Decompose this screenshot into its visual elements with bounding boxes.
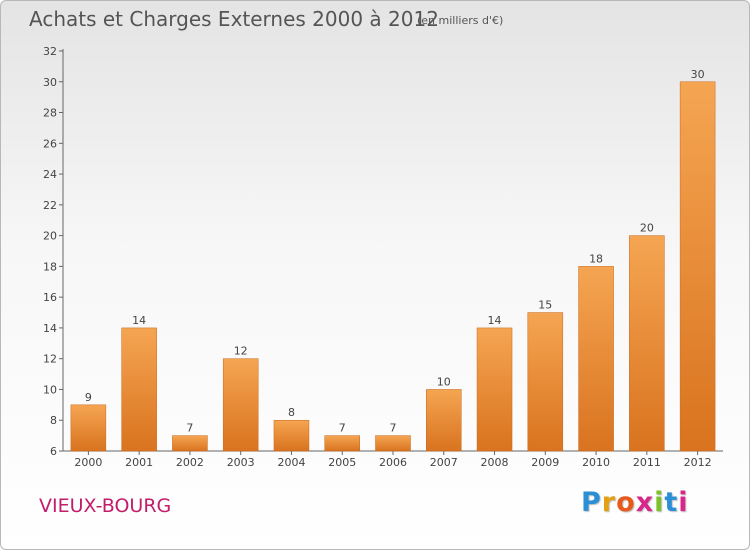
y-tick-label: 22 [43, 199, 57, 212]
x-tick-label: 2002 [176, 456, 204, 469]
bar-2000 [70, 404, 107, 452]
bar-2012 [679, 81, 716, 452]
y-tick-label: 16 [43, 291, 57, 304]
y-tick-label: 24 [43, 168, 57, 181]
data-label-2012: 30 [691, 68, 705, 81]
bar-2001 [121, 327, 157, 452]
x-tick-label: 2010 [582, 456, 610, 469]
logo-letter: r [601, 487, 617, 518]
y-tick-label: 20 [43, 230, 57, 243]
y-axis: 6 8 10 12 14 16 18 20 22 24 26 28 30 32 [43, 45, 64, 458]
y-tick-label: 28 [43, 107, 57, 120]
logo-letter: t [664, 487, 679, 518]
chart-subtitle: (en milliers d'€) [417, 14, 504, 27]
x-axis: 2000 2001 2002 2003 2004 2005 2006 2007 2008 2009… [63, 450, 723, 469]
bar-2010 [578, 266, 614, 452]
logo-letter: o [616, 487, 636, 518]
bar-2009 [527, 312, 564, 452]
bar-2007 [426, 389, 462, 452]
y-tick-label: 26 [43, 137, 57, 150]
bar-2006 [375, 435, 411, 452]
bar-2011 [629, 235, 665, 452]
data-label-2006: 7 [390, 422, 397, 435]
x-tick-label: 2011 [633, 456, 661, 469]
x-tick-label: 2008 [481, 456, 509, 469]
bar-2005 [324, 435, 360, 452]
y-tick-label: 32 [43, 45, 57, 58]
bar-2004 [273, 419, 310, 452]
y-tick-label: 8 [50, 414, 57, 427]
x-tick-label: 2007 [430, 456, 458, 469]
x-tick-label: 2009 [531, 456, 559, 469]
x-tick-label: 2004 [277, 456, 305, 469]
bar-2003 [222, 358, 259, 452]
commune-name: VIEUX-BOURG [39, 495, 172, 517]
x-tick-label: 2001 [125, 456, 153, 469]
proxiti-logo[interactable]: Proxiti [581, 487, 689, 518]
x-tick-label: 2003 [227, 456, 255, 469]
data-label-2007: 10 [437, 375, 451, 388]
y-tick-label: 30 [43, 76, 57, 89]
bars [70, 81, 716, 452]
y-tick-label: 14 [43, 322, 57, 335]
data-label-2010: 18 [589, 252, 603, 265]
x-tick-label: 2012 [684, 456, 712, 469]
y-tick-label: 6 [50, 445, 57, 458]
y-tick-label: 10 [43, 383, 57, 396]
logo-letter: i [678, 487, 689, 518]
bar-2002 [172, 435, 208, 452]
data-label-2009: 15 [538, 299, 552, 312]
data-label-2005: 7 [339, 422, 346, 435]
logo-letter: i [654, 487, 665, 518]
y-tick-label: 12 [43, 353, 57, 366]
y-tick-label: 18 [43, 260, 57, 273]
logo-letter: x [635, 487, 655, 518]
x-tick-label: 2000 [74, 456, 102, 469]
logo-letter: P [581, 487, 602, 518]
data-label-2004: 8 [288, 406, 295, 419]
x-tick-label: 2006 [379, 456, 407, 469]
data-label-2008: 14 [488, 314, 502, 327]
bar-2008 [476, 327, 513, 452]
chart-title: Achats et Charges Externes 2000 à 2012 [29, 7, 439, 31]
data-label-2011: 20 [640, 222, 654, 235]
data-label-2003: 12 [234, 345, 248, 358]
data-label-2002: 7 [186, 422, 193, 435]
data-label-2000: 9 [85, 391, 92, 404]
data-label-2001: 14 [132, 314, 146, 327]
x-tick-label: 2005 [328, 456, 356, 469]
data-labels: 9 14 7 12 8 7 7 10 14 15 18 20 30 [85, 68, 705, 435]
